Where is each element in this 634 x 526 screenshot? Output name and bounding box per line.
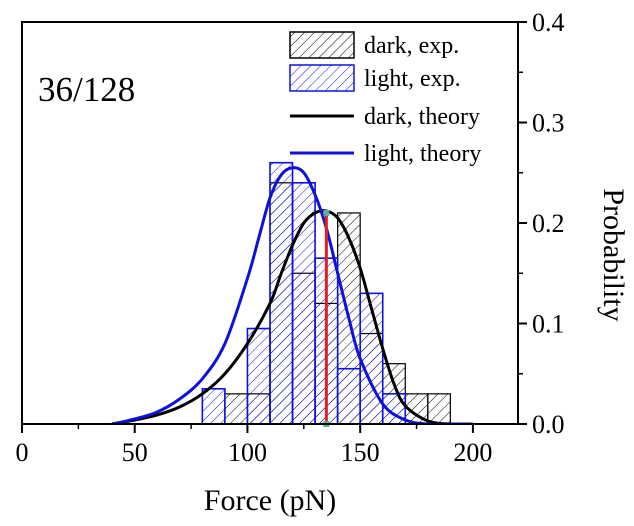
- legend-label-0: dark, exp.: [364, 33, 459, 59]
- legend-label-3: light, theory: [364, 141, 481, 167]
- sample-count-annotation: 36/128: [38, 70, 135, 109]
- x-tick-label: 100: [228, 438, 267, 467]
- legend-swatch-1: [289, 64, 355, 92]
- light-bar-1: [246, 327, 271, 425]
- x-axis-label: Force (pN): [204, 484, 336, 517]
- light-bar-5: [336, 367, 361, 425]
- marker-top-cap: [323, 209, 330, 216]
- legend-label-2: dark, theory: [364, 104, 480, 130]
- legend: dark, exp. light, exp. dark, theory light, …: [289, 31, 481, 167]
- y-tick-label: 0.4: [532, 8, 565, 37]
- light-histogram: [201, 161, 407, 425]
- theory-curves: [111, 166, 473, 424]
- y-tick-label: 0.3: [532, 109, 565, 138]
- light-bar-3: [291, 182, 316, 425]
- legend-swatch-0: [289, 31, 355, 59]
- x-tick-label: 50: [122, 438, 148, 467]
- x-tick-label: 200: [453, 438, 492, 467]
- x-axis-ticks: 0 50 100 150 200: [16, 424, 492, 467]
- y-axis-ticks: 0.0 0.1 0.2 0.3 0.4: [518, 8, 565, 439]
- light-theory-curve: [111, 166, 473, 424]
- y-tick-label: 0.1: [532, 310, 565, 339]
- legend-label-1: light, exp.: [364, 66, 461, 92]
- dark-bar-0: [224, 393, 249, 425]
- y-axis-label: Probability: [597, 188, 630, 321]
- x-tick-label: 150: [341, 438, 380, 467]
- y-tick-label: 0.2: [532, 209, 565, 238]
- dark-theory-curve: [111, 209, 473, 424]
- x-tick-label: 0: [16, 438, 29, 467]
- light-bar-0: [201, 388, 226, 425]
- y-tick-label: 0.0: [532, 410, 565, 439]
- dark-bar-9: [427, 393, 451, 425]
